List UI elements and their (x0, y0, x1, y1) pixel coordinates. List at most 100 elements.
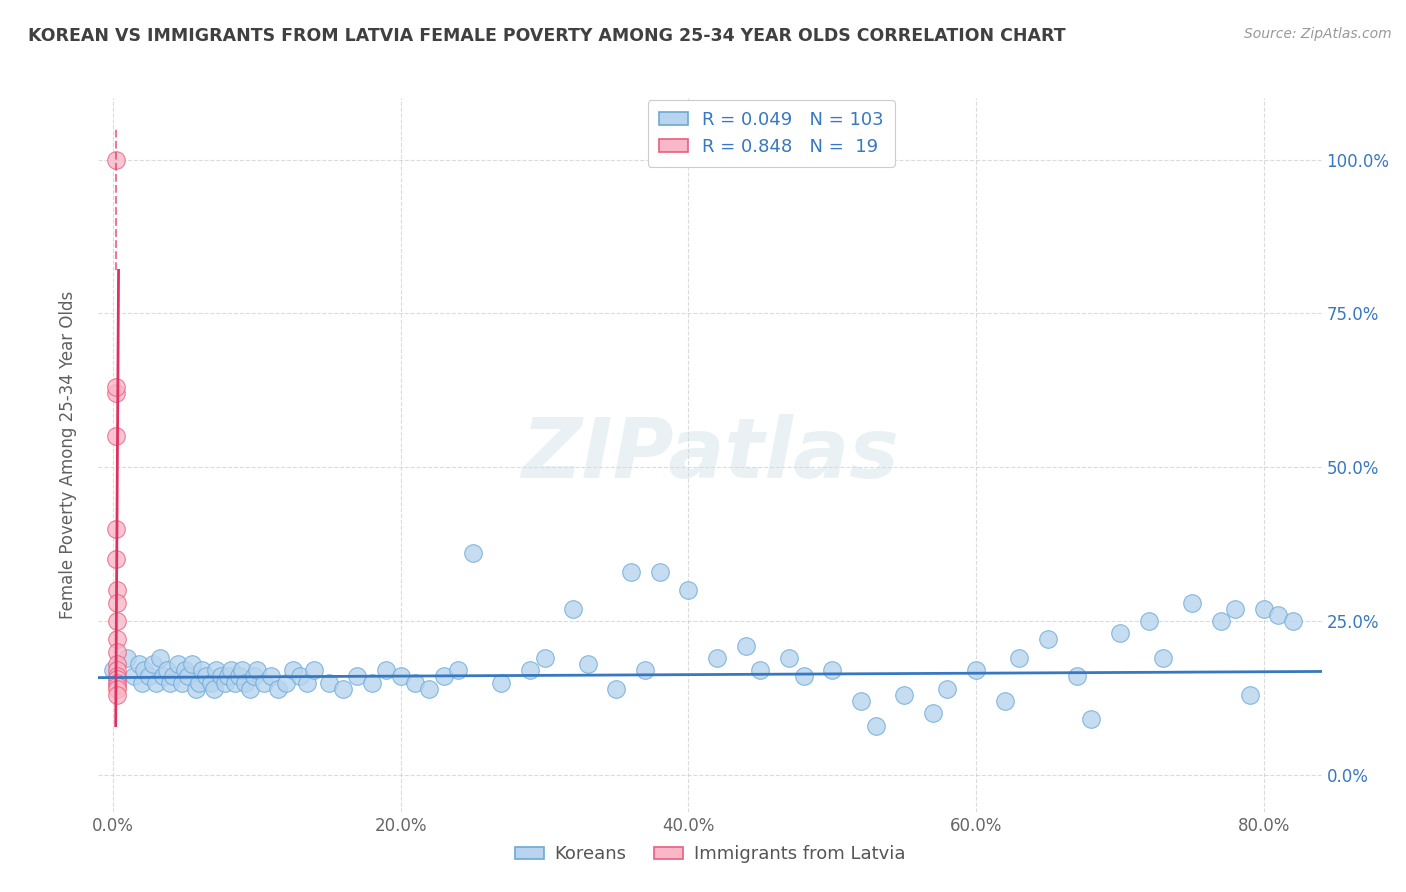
Point (1181, 596, 1204, 610)
Point (749, 663, 772, 677)
Point (105, 669, 128, 683)
Point (922, 706, 945, 721)
Point (105, 688, 128, 702)
Point (188, 675, 211, 690)
Point (134, 663, 156, 677)
Point (105, 681, 128, 696)
Point (332, 681, 354, 696)
Point (246, 663, 269, 677)
Point (152, 669, 174, 683)
Point (231, 663, 253, 677)
Point (104, 386, 127, 401)
Point (104, 522, 127, 536)
Point (224, 675, 246, 690)
Point (105, 596, 128, 610)
Point (793, 669, 815, 683)
Point (104, 153, 127, 167)
Point (105, 657, 128, 671)
Point (243, 669, 266, 683)
Point (648, 565, 671, 579)
Point (965, 663, 987, 677)
Point (214, 675, 236, 690)
Point (1008, 651, 1031, 665)
Point (418, 681, 440, 696)
Point (994, 694, 1017, 708)
Point (519, 663, 541, 677)
Point (138, 669, 160, 683)
Point (128, 657, 150, 671)
Point (620, 565, 643, 579)
Point (1066, 669, 1088, 683)
Point (101, 663, 124, 677)
Point (181, 657, 204, 671)
Point (778, 651, 800, 665)
Point (1080, 713, 1102, 727)
Point (1239, 688, 1261, 702)
Point (176, 669, 198, 683)
Point (105, 675, 128, 690)
Point (821, 663, 844, 677)
Point (105, 663, 128, 677)
Point (104, 380, 127, 394)
Point (205, 663, 228, 677)
Point (170, 675, 193, 690)
Point (142, 657, 165, 671)
Point (200, 675, 222, 690)
Point (1225, 601, 1247, 615)
Point (865, 718, 887, 732)
Point (260, 669, 283, 683)
Point (217, 669, 239, 683)
Point (318, 675, 340, 690)
Point (404, 675, 426, 690)
Point (295, 675, 318, 690)
Point (562, 601, 585, 615)
Point (105, 679, 128, 693)
Point (209, 669, 232, 683)
Legend: Koreans, Immigrants from Latvia: Koreans, Immigrants from Latvia (508, 838, 912, 871)
Point (576, 657, 599, 671)
Point (149, 651, 172, 665)
Point (105, 614, 128, 628)
Point (131, 675, 153, 690)
Point (634, 663, 657, 677)
Point (1282, 614, 1305, 628)
Point (156, 663, 179, 677)
Point (253, 675, 276, 690)
Point (124, 669, 146, 683)
Point (267, 681, 290, 696)
Text: ZIPatlas: ZIPatlas (522, 415, 898, 495)
Point (105, 673, 128, 687)
Point (238, 681, 260, 696)
Point (159, 675, 181, 690)
Point (288, 669, 311, 683)
Point (1109, 626, 1132, 640)
Point (233, 675, 256, 690)
Point (1209, 614, 1232, 628)
Point (166, 657, 188, 671)
Point (433, 669, 456, 683)
Point (281, 663, 304, 677)
Point (228, 669, 250, 683)
Point (678, 583, 700, 598)
Point (735, 639, 758, 653)
Point (105, 583, 128, 598)
Point (115, 651, 138, 665)
Point (1038, 632, 1060, 647)
Point (202, 681, 225, 696)
Point (849, 694, 872, 708)
Point (105, 645, 128, 659)
Point (162, 669, 184, 683)
Point (105, 632, 128, 647)
Point (219, 663, 242, 677)
Point (375, 663, 398, 677)
Point (706, 651, 728, 665)
Point (346, 669, 368, 683)
Point (1152, 651, 1174, 665)
Point (389, 669, 412, 683)
Text: Source: ZipAtlas.com: Source: ZipAtlas.com (1244, 27, 1392, 41)
Point (605, 681, 627, 696)
Point (447, 663, 470, 677)
Point (173, 663, 195, 677)
Point (936, 681, 959, 696)
Point (1253, 601, 1275, 615)
